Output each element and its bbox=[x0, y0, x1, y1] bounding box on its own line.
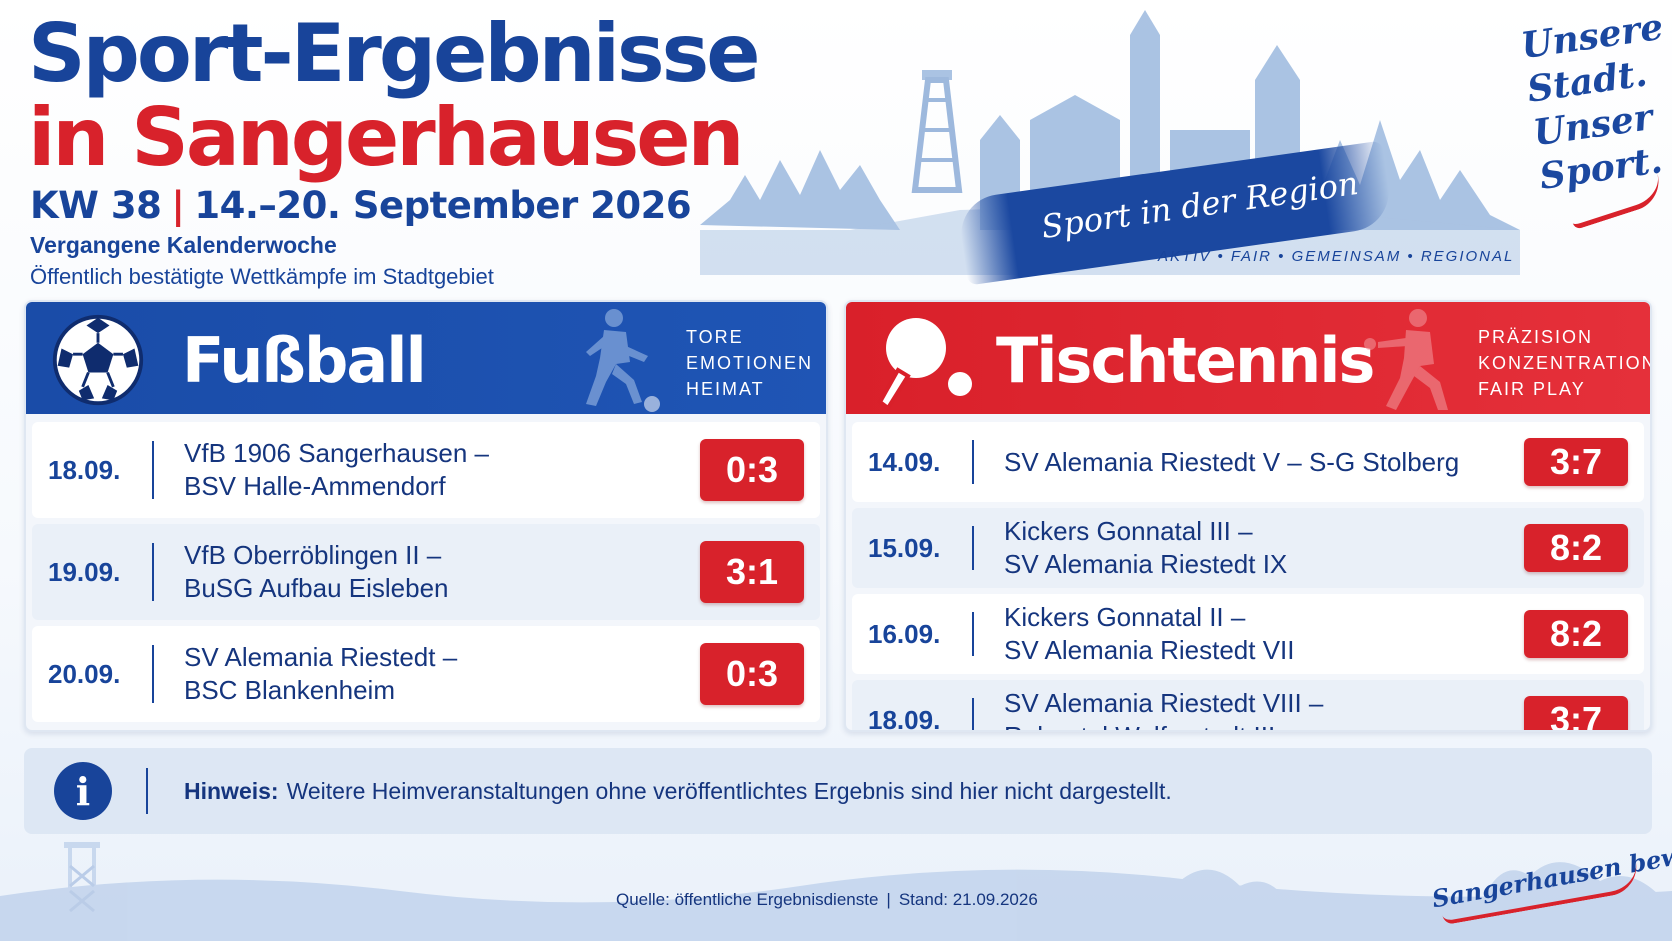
match-score-badge: 0:3 bbox=[700, 439, 804, 501]
match-line: SV Alemania Riestedt IX bbox=[1004, 549, 1288, 579]
tag: KONZENTRATION bbox=[1478, 353, 1652, 373]
tagline: AKTIV • FAIR • GEMEINSAM • REGIONAL bbox=[1158, 248, 1515, 265]
match-line: SV Alemania Riestedt VII bbox=[1004, 635, 1295, 665]
match-line: SV Alemania Riestedt – bbox=[184, 642, 458, 672]
match-teams: Kickers Gonnatal II – SV Alemania Rieste… bbox=[1004, 601, 1524, 667]
footer-source: Quelle: öffentliche Ergebnisdienste | Stan… bbox=[616, 890, 1038, 910]
football-icon bbox=[52, 314, 144, 406]
slogan: Unsere Stadt. Unser Sport. bbox=[1518, 5, 1672, 199]
match-date: 18.09. bbox=[48, 454, 121, 485]
match-teams: VfB 1906 Sangerhausen – BSV Halle-Ammend… bbox=[184, 437, 700, 503]
note-label: Hinweis: bbox=[184, 777, 279, 804]
match-score-badge: 3:1 bbox=[700, 541, 804, 603]
description: Öffentlich bestätigte Wettkämpfe im Stad… bbox=[30, 264, 494, 289]
info-icon: i bbox=[54, 762, 112, 820]
match-line: SV Alemania Riestedt V – S-G Stolberg bbox=[1004, 446, 1460, 477]
match-date: 18.09. bbox=[868, 704, 941, 732]
football-panel-header: Fußball TORE EMOTIONEN HEIMAT bbox=[26, 302, 826, 414]
match-line: Kickers Gonnatal III – bbox=[1004, 516, 1253, 546]
table-tennis-title: Tischtennis bbox=[996, 324, 1375, 397]
match-score-badge: 0:3 bbox=[700, 643, 804, 705]
date-range: 14.–20. September 2026 bbox=[194, 184, 692, 227]
note-text: Hinweis: Weitere Heimveranstaltungen ohne… bbox=[184, 778, 1172, 805]
match-line: Rohnetal Wolferstedt III bbox=[1004, 720, 1524, 730]
match-score-badge: 3:7 bbox=[1524, 438, 1628, 486]
source-text: Quelle: öffentliche Ergebnisdienste bbox=[616, 890, 879, 909]
footer-separator: | bbox=[886, 890, 891, 909]
match-line: BSV Halle-Ammendorf bbox=[184, 471, 446, 501]
match-date: 20.09. bbox=[48, 658, 121, 689]
table-tennis-panel: Tischtennis PRÄZISION KONZENTRATION FAIR… bbox=[844, 300, 1652, 732]
match-teams: VfB Oberröblingen II – BuSG Aufbau Eisle… bbox=[184, 539, 700, 605]
table-tennis-match-row: 15.09. Kickers Gonnatal III – SV Alemani… bbox=[852, 508, 1644, 588]
table-tennis-match-row: 16.09. Kickers Gonnatal II – SV Alemania… bbox=[852, 594, 1644, 674]
table-tennis-player-icon bbox=[1364, 309, 1448, 410]
football-results-list: 18.09. VfB 1906 Sangerhausen – BSV Halle… bbox=[26, 416, 826, 722]
match-teams: Kickers Gonnatal III – SV Alemania Riest… bbox=[1004, 515, 1524, 581]
match-line: Kickers Gonnatal II – bbox=[1004, 602, 1246, 632]
match-date: 16.09. bbox=[868, 618, 941, 649]
footer-landscape-illustration bbox=[0, 842, 1672, 941]
match-line: VfB 1906 Sangerhausen – bbox=[184, 438, 490, 468]
match-date: 19.09. bbox=[48, 556, 121, 587]
calendar-week: KW 38 bbox=[30, 184, 162, 227]
tag: TORE bbox=[686, 327, 744, 347]
match-score-badge: 8:2 bbox=[1524, 610, 1628, 658]
row-divider bbox=[152, 441, 154, 499]
table-tennis-match-row: 18.09. SV Alemania Riestedt VIII – Rohne… bbox=[852, 680, 1644, 732]
match-teams: SV Alemania Riestedt – BSC Blankenheim bbox=[184, 641, 700, 707]
football-match-row: 19.09. VfB Oberröblingen II – BuSG Aufba… bbox=[32, 524, 820, 620]
tag: HEIMAT bbox=[686, 379, 765, 399]
table-tennis-results-list: 14.09. SV Alemania Riestedt V – S-G Stol… bbox=[846, 416, 1650, 732]
week-line: KW 38 | 14.–20. September 2026 bbox=[30, 184, 692, 227]
football-match-row: 18.09. VfB 1906 Sangerhausen – BSV Halle… bbox=[32, 422, 820, 518]
note-box: i Hinweis: Weitere Heimveranstaltungen oh… bbox=[24, 748, 1652, 834]
match-teams: SV Alemania Riestedt V – S-G Stolberg bbox=[1004, 446, 1524, 479]
row-divider bbox=[972, 612, 974, 656]
stand-text: Stand: 21.09.2026 bbox=[898, 890, 1038, 909]
match-score-badge: 8:2 bbox=[1524, 524, 1628, 572]
match-line: SV Alemania Riestedt VIII – bbox=[1004, 688, 1324, 718]
page-title-line2: in Sangerhausen bbox=[28, 91, 744, 184]
match-line: VfB Oberröblingen II – bbox=[184, 540, 442, 570]
table-tennis-panel-header: Tischtennis PRÄZISION KONZENTRATION FAIR… bbox=[846, 302, 1650, 414]
match-score-badge: 3:7 bbox=[1524, 696, 1628, 730]
football-tags: TORE EMOTIONEN HEIMAT bbox=[686, 324, 813, 402]
match-line: BuSG Aufbau Eisleben bbox=[184, 573, 449, 603]
row-divider bbox=[972, 698, 974, 730]
subtitle: Vergangene Kalenderwoche bbox=[30, 232, 337, 258]
tag: FAIR PLAY bbox=[1478, 379, 1586, 399]
row-divider bbox=[972, 440, 974, 484]
note-divider bbox=[146, 768, 148, 814]
tag: EMOTIONEN bbox=[686, 353, 814, 373]
row-divider bbox=[972, 526, 974, 570]
match-teams: SV Alemania Riestedt VIII – Rohnetal Wol… bbox=[1004, 687, 1524, 730]
note-body: Weitere Heimveranstaltungen ohne veröffe… bbox=[286, 777, 1172, 804]
football-match-row: 20.09. SV Alemania Riestedt – BSC Blanke… bbox=[32, 626, 820, 722]
week-separator: | bbox=[171, 184, 185, 227]
match-line: BSC Blankenheim bbox=[184, 675, 395, 705]
tag: PRÄZISION bbox=[1478, 327, 1594, 347]
table-tennis-paddle-icon bbox=[877, 318, 972, 411]
table-tennis-tags: PRÄZISION KONZENTRATION FAIR PLAY bbox=[1478, 324, 1652, 402]
row-divider bbox=[152, 645, 154, 703]
table-tennis-match-row: 14.09. SV Alemania Riestedt V – S-G Stol… bbox=[852, 422, 1644, 502]
match-date: 15.09. bbox=[868, 532, 941, 563]
row-divider bbox=[152, 543, 154, 601]
football-player-icon bbox=[586, 309, 660, 412]
match-date: 14.09. bbox=[868, 446, 941, 477]
page-title-line1: Sport-Ergebnisse bbox=[28, 7, 760, 100]
football-title: Fußball bbox=[182, 324, 427, 397]
football-panel: Fußball TORE EMOTIONEN HEIMAT 18.09. VfB… bbox=[24, 300, 828, 732]
